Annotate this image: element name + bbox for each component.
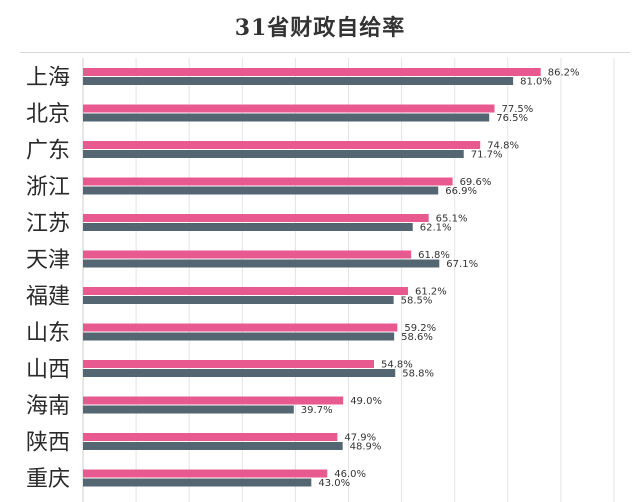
data-label: 81.0% — [520, 77, 552, 88]
bar-series-2 — [83, 223, 413, 231]
bar-series-1 — [83, 214, 429, 222]
data-label: 77.5% — [502, 104, 534, 115]
data-label: 76.5% — [496, 113, 528, 124]
category-label: 陕西 — [26, 431, 70, 456]
data-label: 58.5% — [401, 296, 433, 307]
data-label: 47.9% — [344, 433, 376, 444]
data-label: 74.8% — [487, 141, 519, 152]
category-label: 山东 — [26, 321, 70, 346]
bar-series-1 — [83, 396, 344, 405]
category-label: 重庆 — [26, 467, 70, 492]
bar-series-2 — [83, 478, 312, 487]
data-label: 65.1% — [436, 214, 468, 225]
bar-series-2 — [83, 113, 490, 122]
data-label: 62.1% — [420, 223, 452, 234]
bar-series-1 — [83, 287, 408, 295]
data-label: 61.8% — [418, 250, 450, 261]
data-label: 48.9% — [350, 442, 382, 453]
data-label: 58.6% — [401, 332, 433, 343]
title-divider — [20, 52, 630, 53]
data-label: 67.1% — [446, 259, 478, 270]
data-label: 46.0% — [334, 469, 366, 480]
category-label: 浙江 — [26, 175, 70, 200]
data-label: 86.2% — [548, 68, 580, 79]
data-label: 58.8% — [402, 369, 434, 380]
category-label: 广东 — [26, 139, 70, 164]
data-label: 43.0% — [318, 478, 350, 489]
bar-series-1 — [83, 141, 481, 149]
data-label: 66.9% — [445, 186, 477, 197]
category-label: 山西 — [26, 358, 70, 383]
category-label: 海南 — [26, 394, 70, 419]
bar-series-2 — [83, 296, 394, 304]
bar-series-1 — [83, 469, 328, 478]
bar-series-2 — [83, 186, 439, 195]
data-label: 49.0% — [350, 396, 382, 407]
bar-series-1 — [83, 323, 398, 332]
bar-series-1 — [83, 68, 541, 76]
bar-series-2 — [83, 369, 396, 377]
bar-series-2 — [83, 150, 464, 158]
chart-title: 31省财政自给率 — [234, 15, 406, 41]
data-label: 54.8% — [381, 360, 413, 371]
data-label: 69.6% — [460, 177, 492, 188]
category-label: 江苏 — [26, 212, 70, 237]
bar-series-1 — [83, 104, 495, 113]
bar-series-2 — [83, 442, 343, 450]
bar-series-2 — [83, 259, 440, 268]
bar-series-2 — [83, 405, 294, 414]
category-label: 上海 — [26, 66, 70, 91]
data-label: 61.2% — [415, 287, 447, 298]
bar-series-2 — [83, 77, 514, 85]
data-label: 59.2% — [404, 323, 436, 334]
category-label: 天津 — [26, 248, 70, 273]
bar-series-1 — [83, 250, 412, 259]
category-label: 福建 — [26, 285, 70, 310]
bar-series-1 — [83, 177, 453, 186]
bar-series-1 — [83, 433, 338, 441]
bar-series-1 — [83, 360, 374, 368]
bar-series-2 — [83, 332, 395, 341]
category-label: 北京 — [26, 102, 70, 127]
data-label: 71.7% — [471, 150, 503, 161]
data-label: 39.7% — [301, 405, 333, 416]
